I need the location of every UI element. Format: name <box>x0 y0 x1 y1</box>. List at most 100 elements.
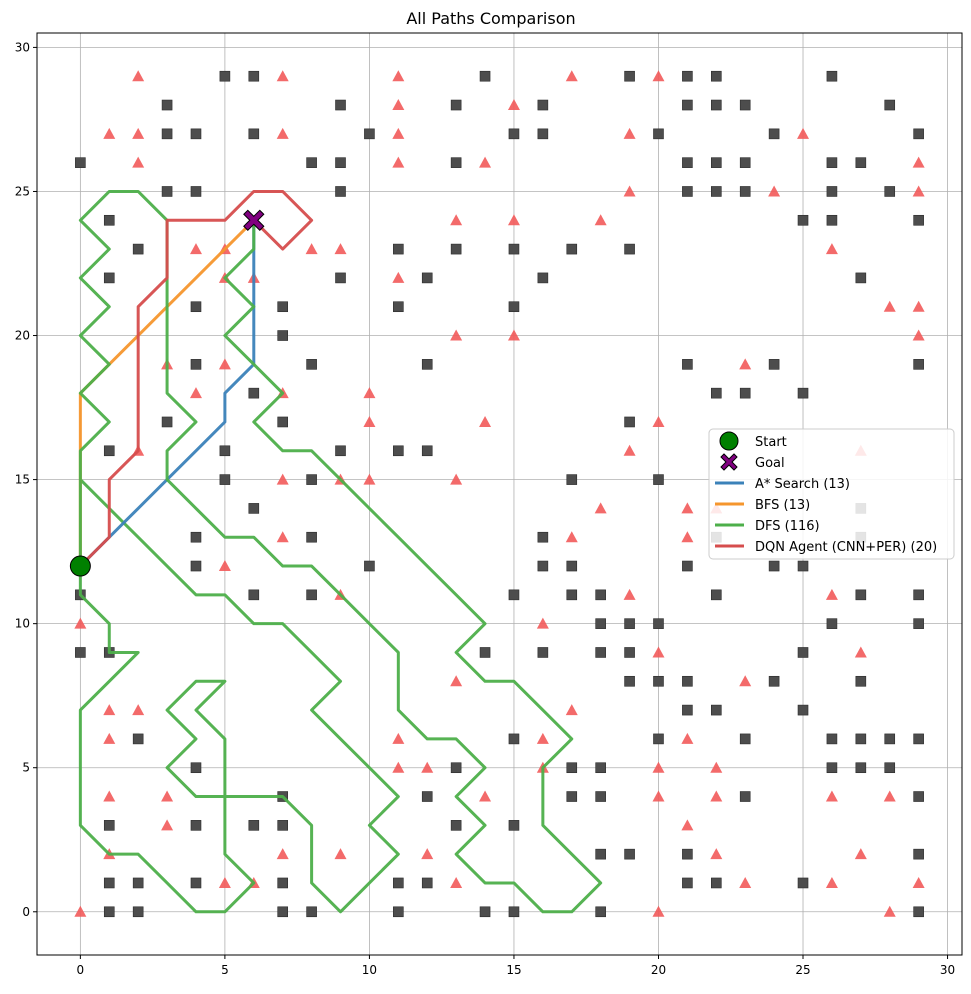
obstacle-square <box>508 301 520 313</box>
obstacle-square <box>913 618 924 629</box>
obstacle-square <box>421 359 433 370</box>
obstacle-square <box>739 733 751 745</box>
obstacle-square <box>479 70 491 82</box>
y-tick-label: 25 <box>15 184 30 198</box>
obstacle-square <box>479 906 491 918</box>
obstacle-square <box>277 906 289 918</box>
obstacle-square <box>566 243 578 255</box>
obstacle-square <box>768 359 780 370</box>
obstacle-square <box>335 99 346 111</box>
hazard-triangle <box>565 704 578 716</box>
hazard-triangle <box>507 99 520 111</box>
hazard-triangle <box>652 70 665 82</box>
obstacle-square <box>595 906 606 918</box>
hazard-triangle <box>161 819 174 831</box>
hazard-triangle <box>392 271 405 283</box>
x-tick-label: 5 <box>221 963 229 977</box>
y-tick-label: 15 <box>15 473 30 487</box>
hazard-triangle <box>363 415 376 427</box>
obstacle-square <box>508 820 520 831</box>
start-marker <box>69 555 91 577</box>
hazard-triangle <box>161 790 174 802</box>
obstacle-square <box>595 791 606 802</box>
obstacle-square <box>682 848 693 860</box>
obstacle-markers <box>75 70 924 918</box>
obstacle-square <box>277 330 289 341</box>
obstacle-square <box>364 560 375 572</box>
hazard-triangle <box>594 214 607 226</box>
obstacle-square <box>566 791 578 802</box>
obstacle-square <box>682 70 693 82</box>
hazard-triangle <box>825 243 838 255</box>
dqn-path-line <box>79 189 314 568</box>
hazard-triangle <box>363 387 376 399</box>
hazard-triangle <box>565 70 578 82</box>
hazard-triangle <box>392 70 405 82</box>
x-tick-label: 10 <box>362 963 377 977</box>
obstacle-square <box>103 214 115 226</box>
obstacle-square <box>190 531 202 543</box>
obstacle-square <box>710 704 722 716</box>
obstacle-square <box>624 647 635 658</box>
hazard-triangle <box>652 761 665 773</box>
obstacle-square <box>797 387 809 399</box>
hazard-triangle <box>652 790 665 802</box>
obstacle-square <box>624 675 635 687</box>
hazard-triangle <box>132 70 145 82</box>
obstacle-square <box>768 675 780 687</box>
obstacle-square <box>797 214 809 226</box>
hazard-triangle <box>392 99 405 111</box>
obstacle-square <box>884 733 896 745</box>
y-tick-label: 30 <box>15 40 30 54</box>
obstacle-square <box>277 820 289 831</box>
obstacle-square <box>190 359 202 370</box>
obstacle-square <box>537 272 549 284</box>
hazard-triangle <box>103 732 116 744</box>
obstacle-square <box>335 445 346 457</box>
hazard-triangle <box>623 444 636 456</box>
obstacle-square <box>248 503 260 514</box>
legend-goal-label: Goal <box>755 456 785 471</box>
obstacle-square <box>248 128 260 140</box>
hazard-triangle <box>276 473 289 485</box>
hazard-triangle <box>739 358 752 370</box>
obstacle-square <box>248 387 260 399</box>
obstacle-square <box>624 848 635 860</box>
obstacle-square <box>132 243 144 255</box>
obstacle-square <box>855 272 867 284</box>
goal-marker <box>243 209 265 231</box>
start-goal-markers <box>69 209 265 577</box>
obstacle-square <box>190 877 202 889</box>
obstacle-square <box>306 906 317 918</box>
hazard-triangle <box>681 819 694 831</box>
obstacle-square <box>508 243 520 255</box>
obstacle-square <box>450 99 462 111</box>
x-tick-label: 20 <box>651 963 666 977</box>
obstacle-square <box>566 560 578 572</box>
obstacle-square <box>797 704 809 716</box>
obstacle-square <box>653 618 664 629</box>
obstacle-square <box>797 647 809 658</box>
hazard-triangle <box>912 185 925 197</box>
hazard-triangle <box>189 387 202 399</box>
hazard-triangle <box>623 588 636 600</box>
obstacle-square <box>710 589 722 601</box>
obstacle-square <box>913 359 924 370</box>
hazard-triangle <box>421 761 434 773</box>
obstacle-square <box>508 906 520 918</box>
hazard-triangle <box>681 531 694 543</box>
obstacle-square <box>913 906 924 918</box>
obstacle-square <box>739 186 751 197</box>
obstacle-square <box>595 848 606 860</box>
obstacle-square <box>421 445 433 457</box>
x-tick-label: 0 <box>77 963 85 977</box>
obstacle-square <box>364 128 375 140</box>
obstacle-square <box>768 128 780 140</box>
hazard-triangle <box>276 531 289 543</box>
hazard-triangle <box>392 761 405 773</box>
obstacle-square <box>566 762 578 774</box>
legend-dfs-label: DFS (116) <box>755 519 820 534</box>
x-tick-label: 30 <box>940 963 955 977</box>
obstacle-square <box>132 877 144 889</box>
